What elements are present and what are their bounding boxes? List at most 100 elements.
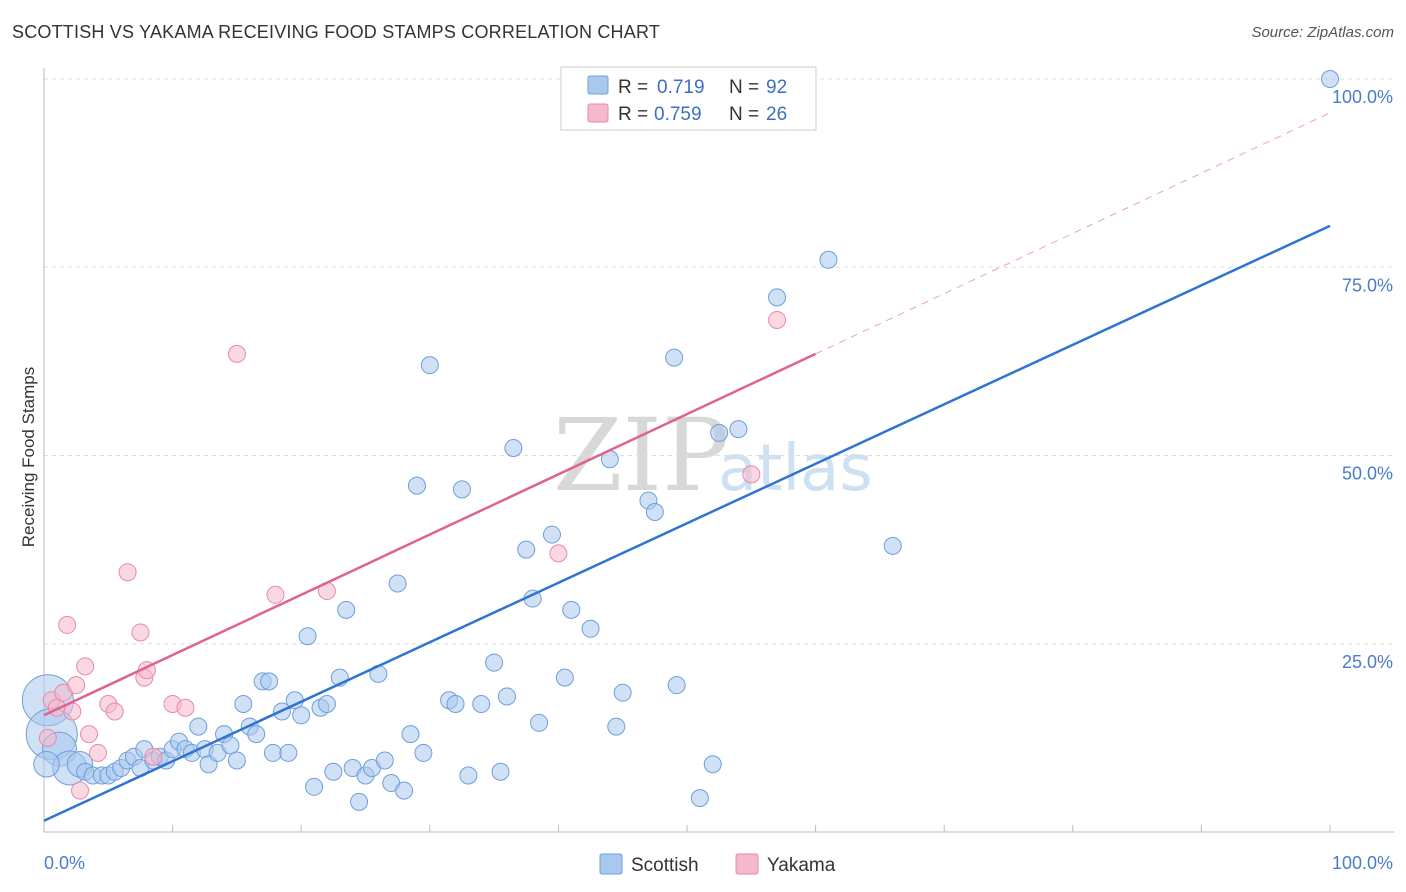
scottish-point [517, 540, 536, 559]
y-tick-label-3: 100.0% [1332, 87, 1393, 107]
yakama-point [80, 725, 99, 744]
scottish-point [305, 777, 324, 796]
scottish-point [446, 694, 465, 713]
legend-r-label-2: R = [618, 104, 648, 125]
legend-n-label-2: N = [729, 104, 759, 125]
scottish-point [350, 792, 369, 811]
legend-r-value-2: 0.759 [654, 104, 702, 125]
trend-lines [43, 112, 1331, 822]
chart-title: SCOTTISH VS YAKAMA RECEIVING FOOD STAMPS… [12, 22, 661, 42]
legend-n-value-2: 26 [766, 104, 787, 125]
scottish-point [401, 725, 420, 744]
scottish-point [710, 423, 729, 442]
scottish-point [729, 420, 748, 439]
scottish-point [703, 755, 722, 774]
scottish-point [375, 751, 394, 770]
scottish-point [459, 766, 478, 785]
scottish-point [227, 751, 246, 770]
x-tick-label-0: 0.0% [44, 853, 85, 873]
yakama-point [105, 702, 124, 721]
yakama-point [71, 781, 90, 800]
yakama-points [38, 310, 787, 800]
x-tick-label-1: 100.0% [1332, 853, 1393, 873]
scottish-point [337, 600, 356, 619]
yakama-point [144, 747, 163, 766]
scottish-point [279, 743, 298, 762]
scottish-point [667, 676, 686, 695]
scottish-point [581, 619, 600, 638]
scottish-point [504, 438, 523, 457]
bottom-legend: Scottish Yakama [599, 853, 836, 876]
bottom-legend-swatch-scottish [599, 853, 623, 875]
y-tick-label-0: 25.0% [1342, 652, 1393, 672]
scottish-point [407, 476, 426, 495]
scottish-point [292, 706, 311, 725]
yakama-point [76, 657, 95, 676]
yakama-point [549, 544, 568, 563]
tick-labels: 25.0% 50.0% 75.0% 100.0% 0.0% 100.0% [44, 87, 1393, 873]
scottish-point [247, 725, 266, 744]
legend-swatch-scottish [587, 75, 609, 95]
yakama-point [131, 623, 150, 642]
scottish-point [768, 288, 787, 307]
legend-n-label-1: N = [729, 77, 759, 98]
yakama-point [58, 615, 77, 634]
scottish-point [234, 694, 253, 713]
legend-swatch-yakama [587, 103, 609, 123]
bottom-legend-scottish: Scottish [631, 855, 699, 876]
legend-r-label-1: R = [618, 77, 648, 98]
scottish-point [819, 250, 838, 269]
yakama-point [38, 728, 57, 747]
yakama-point [89, 743, 108, 762]
scottish-point [485, 653, 504, 672]
scottish-point [562, 600, 581, 619]
bottom-legend-swatch-yakama [735, 853, 759, 875]
yakama-point [67, 676, 86, 695]
scottish-point [690, 789, 709, 808]
scottish-point [497, 687, 516, 706]
legend: R = 0.719 N = 92 R = 0.759 N = 26 [560, 66, 817, 131]
scottish-point [665, 348, 684, 367]
yakama-point [118, 563, 137, 582]
scottish-point [388, 574, 407, 593]
grid-lines [44, 78, 1394, 645]
scottish-point [883, 536, 902, 555]
yakama-point [266, 585, 285, 604]
legend-n-value-1: 92 [766, 77, 787, 98]
yakama-point [768, 310, 787, 329]
scottish-point [452, 480, 471, 499]
scottish-point [395, 781, 414, 800]
scottish-point [317, 694, 336, 713]
scottish-point [491, 762, 510, 781]
scottish-point [1321, 70, 1339, 88]
scottish-point [472, 694, 491, 713]
yakama-point [227, 344, 246, 363]
scottish-point [542, 525, 561, 544]
yakama-trend-extension [815, 112, 1331, 355]
scottish-points [21, 70, 1339, 811]
y-axis-title: Receiving Food Stamps [19, 367, 38, 547]
scottish-point [645, 502, 664, 521]
legend-r-value-1: 0.719 [657, 77, 705, 98]
scottish-point [260, 672, 279, 691]
x-ticks [172, 825, 1331, 832]
scottish-point [414, 743, 433, 762]
scottish-point [530, 713, 549, 732]
scottish-point [298, 627, 317, 646]
bottom-legend-yakama: Yakama [767, 855, 836, 876]
yakama-trend-line [43, 352, 817, 717]
scottish-point [263, 743, 282, 762]
scottish-point [555, 668, 574, 687]
scottish-point [613, 683, 632, 702]
scottish-point [324, 762, 343, 781]
y-tick-label-1: 50.0% [1342, 464, 1393, 484]
scottish-point [607, 717, 626, 736]
yakama-point [176, 698, 195, 717]
y-tick-label-2: 75.0% [1342, 275, 1393, 295]
scottish-trend-line [43, 224, 1331, 822]
watermark-atlas: atlas [718, 432, 873, 506]
scottish-point [221, 736, 240, 755]
source-label: Source: ZipAtlas.com [1251, 24, 1394, 41]
yakama-point [742, 465, 761, 484]
